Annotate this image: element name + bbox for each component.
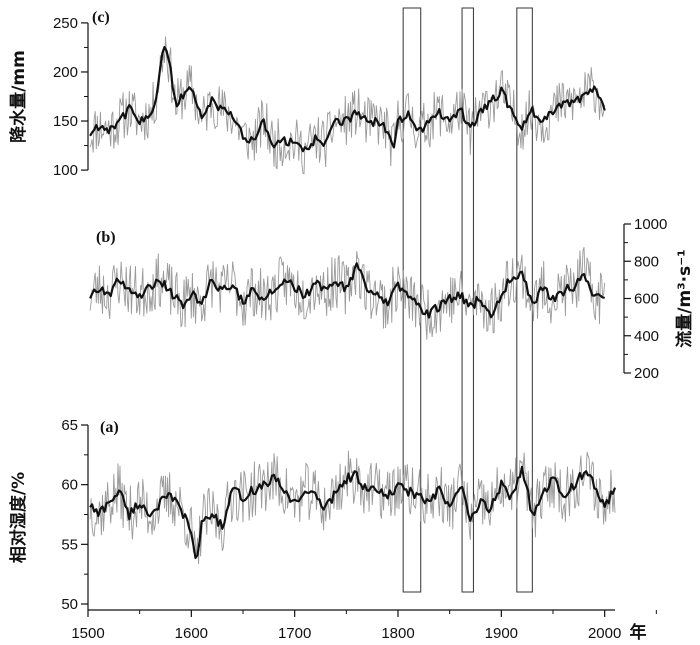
series-smoothed-panel-3 — [89, 465, 617, 560]
y-tick-label-panel-1-3: 250 — [53, 15, 78, 32]
axes-layer — [81, 22, 657, 617]
y-tick-label-panel-1-1: 150 — [53, 113, 78, 130]
x-tick-label-0: 1500 — [71, 625, 104, 642]
y-tick-label-panel-1-2: 200 — [53, 64, 78, 81]
series-smoothed-panel-1 — [89, 45, 606, 153]
x-tick-label-4: 1900 — [485, 625, 518, 642]
series-raw-panel-2 — [89, 247, 606, 340]
highlight-rect-1 — [402, 7, 422, 593]
series-layer — [89, 36, 617, 565]
x-tick-label-2: 1700 — [278, 625, 311, 642]
series-smoothed-panel-2 — [89, 262, 606, 319]
panel-tag-3: (a) — [100, 419, 119, 436]
x-tick-label-5: 2000 — [588, 625, 621, 642]
x-tick-label-3: 1800 — [381, 625, 414, 642]
series-raw-panel-3 — [89, 450, 616, 565]
panel-tag-1: (c) — [92, 9, 110, 26]
y-axis-title-panel-3: 相对湿度/% — [8, 472, 29, 563]
y-tick-label-panel-3-2: 60 — [61, 477, 78, 494]
y-tick-label-panel-2-0: 200 — [634, 365, 659, 382]
x-axis-unit: 年 — [630, 622, 647, 643]
y-tick-label-panel-1-0: 100 — [53, 162, 78, 179]
text-layer: 100 150 200 250 降水量/mm (c) 200 400 600 800 1000 流量/… — [8, 9, 695, 643]
x-tick-label-1: 1600 — [175, 625, 208, 642]
highlight-rect-2 — [461, 7, 474, 593]
y-tick-label-panel-2-1: 400 — [634, 328, 659, 345]
panel-tag-2: (b) — [96, 229, 116, 246]
y-axis-title-panel-2: 流量/m³·s⁻¹ — [674, 249, 695, 347]
y-tick-label-panel-3-0: 50 — [61, 596, 78, 613]
y-tick-label-panel-2-2: 600 — [634, 291, 659, 308]
y-tick-label-panel-2-4: 1000 — [634, 216, 667, 233]
y-tick-label-panel-2-3: 800 — [634, 253, 659, 270]
y-tick-label-panel-3-3: 65 — [61, 417, 78, 434]
y-tick-label-panel-3-1: 55 — [61, 536, 78, 553]
y-axis-title-panel-1: 降水量/mm — [8, 50, 29, 143]
